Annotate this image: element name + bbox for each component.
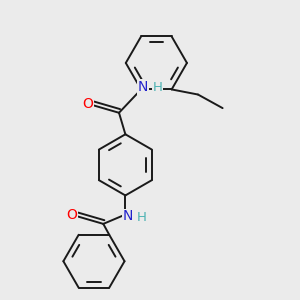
- Text: N: N: [138, 80, 148, 94]
- Text: O: O: [66, 208, 77, 222]
- Text: N: N: [122, 209, 133, 223]
- Text: H: H: [152, 81, 162, 94]
- Text: H: H: [136, 211, 146, 224]
- Text: O: O: [82, 97, 93, 111]
